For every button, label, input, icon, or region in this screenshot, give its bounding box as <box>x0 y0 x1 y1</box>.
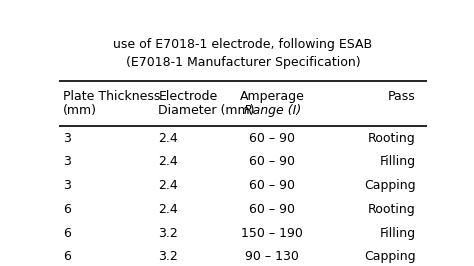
Text: Range (I): Range (I) <box>244 104 301 117</box>
Text: 6: 6 <box>63 250 71 263</box>
Text: 90 – 130: 90 – 130 <box>246 250 299 263</box>
Text: 3.2: 3.2 <box>158 227 178 240</box>
Text: 6: 6 <box>63 227 71 240</box>
Text: Diameter (mm): Diameter (mm) <box>158 104 255 117</box>
Text: 2.4: 2.4 <box>158 131 178 144</box>
Text: 2.4: 2.4 <box>158 155 178 168</box>
Text: Plate Thickness: Plate Thickness <box>63 90 160 103</box>
Text: 3: 3 <box>63 179 71 192</box>
Text: Rooting: Rooting <box>368 131 416 144</box>
Text: 60 – 90: 60 – 90 <box>249 131 295 144</box>
Text: Pass: Pass <box>388 90 416 103</box>
Text: 60 – 90: 60 – 90 <box>249 155 295 168</box>
Text: 60 – 90: 60 – 90 <box>249 203 295 216</box>
Text: 2.4: 2.4 <box>158 203 178 216</box>
Text: 2.4: 2.4 <box>158 179 178 192</box>
Text: 3.2: 3.2 <box>158 250 178 263</box>
Text: 3: 3 <box>63 155 71 168</box>
Text: Electrode: Electrode <box>158 90 218 103</box>
Text: (mm): (mm) <box>63 104 97 117</box>
Text: 3: 3 <box>63 131 71 144</box>
Text: Rooting: Rooting <box>368 203 416 216</box>
Text: (E7018-1 Manufacturer Specification): (E7018-1 Manufacturer Specification) <box>126 56 360 69</box>
Text: 150 – 190: 150 – 190 <box>241 227 303 240</box>
Text: Capping: Capping <box>364 250 416 263</box>
Text: 60 – 90: 60 – 90 <box>249 179 295 192</box>
Text: Filling: Filling <box>380 155 416 168</box>
Text: use of E7018-1 electrode, following ESAB: use of E7018-1 electrode, following ESAB <box>113 38 373 51</box>
Text: Capping: Capping <box>364 179 416 192</box>
Text: Filling: Filling <box>380 227 416 240</box>
Text: Amperage: Amperage <box>240 90 305 103</box>
Text: 6: 6 <box>63 203 71 216</box>
